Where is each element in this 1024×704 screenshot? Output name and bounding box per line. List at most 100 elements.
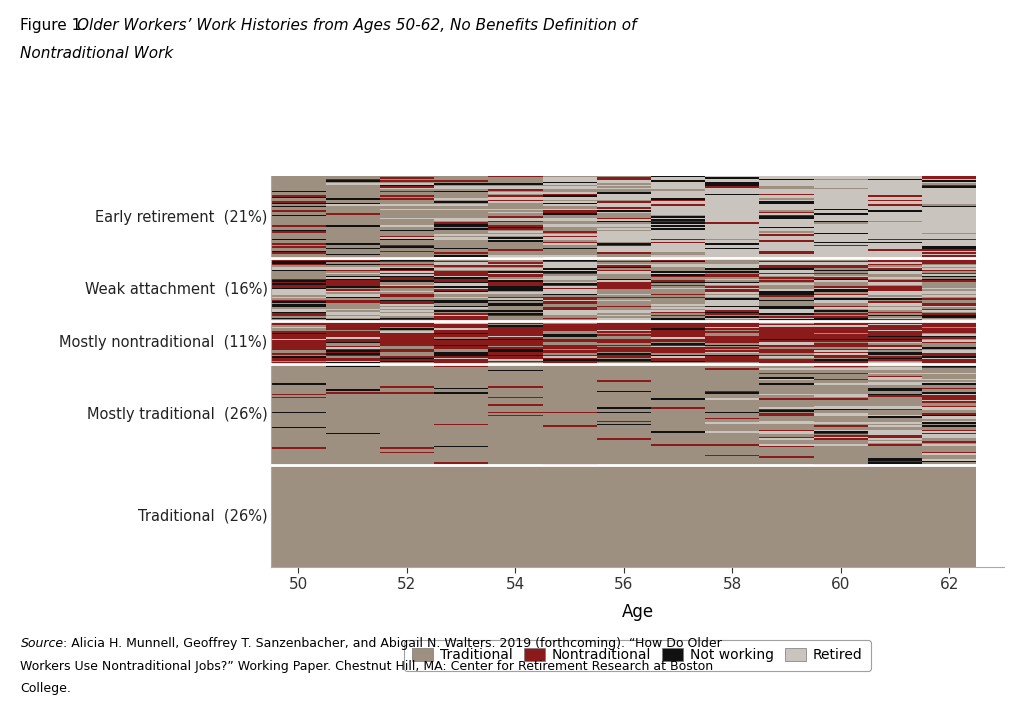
Bar [814,452,868,453]
Bar [326,276,380,277]
Bar [380,310,434,312]
Bar [868,234,923,236]
Bar [380,289,434,291]
Bar [543,218,597,219]
Bar [760,224,814,225]
Bar [434,507,488,508]
Bar [380,315,434,316]
Bar [814,389,868,391]
Bar [271,325,326,327]
Bar [651,503,706,504]
Bar [597,339,651,340]
Bar [868,200,923,201]
Bar [488,419,543,420]
Bar [488,246,543,248]
Bar [380,416,434,417]
Bar [326,512,380,513]
Bar [814,297,868,298]
Bar [760,212,814,213]
Bar [488,213,543,215]
Bar [271,191,326,192]
Bar [868,477,923,479]
Bar [868,207,923,209]
Bar [543,394,597,395]
Bar [271,216,326,218]
Bar [760,412,814,413]
Bar [923,565,977,567]
Bar [271,316,326,318]
Bar [543,273,597,275]
Bar [380,187,434,188]
Bar [868,449,923,451]
Bar [868,252,923,253]
Bar [814,264,868,265]
Bar [434,495,488,496]
Bar [923,397,977,398]
Bar [814,331,868,332]
Bar [923,225,977,227]
Bar [488,227,543,228]
Bar [760,471,814,473]
Bar [706,294,760,295]
Bar [488,363,543,364]
Bar [868,368,923,370]
Bar [868,248,923,249]
Bar [597,473,651,474]
Bar [706,261,760,263]
Bar [651,516,706,517]
Bar [380,343,434,344]
Bar [868,371,923,373]
Bar [651,536,706,537]
Bar [271,459,326,461]
Bar [651,192,706,194]
Bar [597,212,651,213]
Bar [543,453,597,455]
Bar [651,361,706,363]
Bar [271,508,326,510]
Bar [326,424,380,425]
Bar [706,177,760,179]
Bar [923,552,977,553]
Bar [488,551,543,552]
Bar [326,488,380,489]
Bar [597,358,651,360]
Bar [868,351,923,352]
Bar [326,264,380,265]
Bar [706,551,760,552]
Bar [543,556,597,558]
Bar [543,191,597,192]
Bar [760,363,814,364]
Bar [326,376,380,377]
Bar [651,388,706,389]
Bar [326,349,380,351]
Bar [271,505,326,507]
Bar [651,260,706,261]
Bar [434,318,488,319]
Bar [814,241,868,243]
Bar [380,261,434,263]
Bar [868,507,923,508]
Bar [868,492,923,494]
Bar [706,407,760,408]
Bar [706,541,760,543]
Bar [760,461,814,463]
Bar [651,507,706,508]
Bar [434,244,488,246]
Bar [868,275,923,276]
Bar [326,227,380,228]
Bar [434,515,488,516]
Bar [651,564,706,565]
Bar [923,562,977,564]
Bar [543,277,597,279]
Bar [706,524,760,525]
Bar [380,197,434,199]
Bar [923,515,977,516]
Bar [326,367,380,368]
Bar [868,388,923,389]
Bar [380,401,434,403]
Bar [488,265,543,267]
Bar [434,358,488,360]
Bar [488,258,543,260]
Bar [380,537,434,539]
Bar [868,394,923,395]
